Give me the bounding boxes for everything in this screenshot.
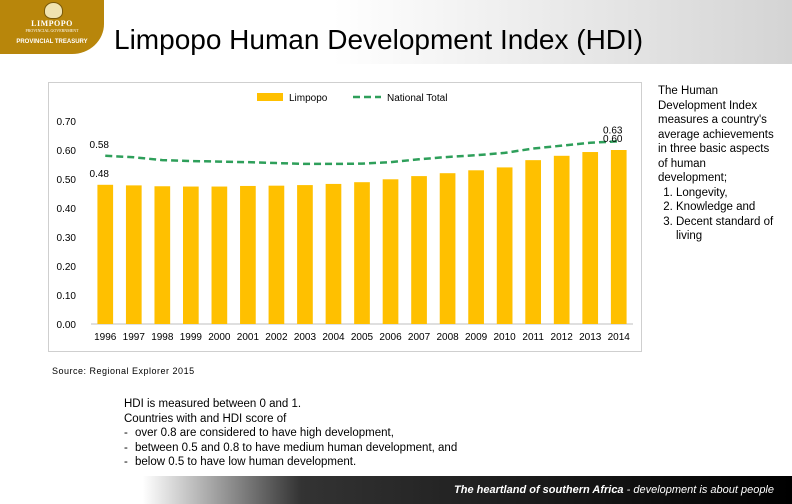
bar — [211, 186, 228, 324]
x-tick-label: 2004 — [322, 332, 345, 343]
bar — [182, 186, 199, 324]
x-tick-label: 2012 — [551, 332, 574, 343]
hdi-notes-line: Countries with and HDI score of — [124, 412, 287, 425]
hdi-score-item: between 0.5 and 0.8 to have medium human… — [124, 441, 457, 456]
data-label: 0.60 — [603, 134, 623, 145]
header-background — [0, 0, 792, 64]
bar — [439, 173, 456, 324]
footer-slogan: The heartland of southern Africa - devel… — [454, 484, 774, 496]
hdi-notes-line: HDI is measured between 0 and 1. — [124, 398, 302, 410]
data-label: 0.48 — [90, 169, 110, 180]
data-label: 0.58 — [90, 140, 110, 151]
bar — [610, 150, 627, 324]
bar — [354, 182, 370, 324]
legend-label-limpopo: Limpopo — [289, 93, 328, 104]
hdi-score-item: over 0.8 are considered to have high dev… — [124, 426, 457, 441]
y-tick-label: 0.30 — [57, 233, 77, 244]
bar — [97, 184, 114, 324]
x-tick-label: 2011 — [522, 332, 544, 343]
hdi-aspect-item: Longevity, — [676, 186, 778, 201]
chart-source: Source: Regional Explorer 2015 — [52, 366, 195, 376]
y-tick-label: 0.00 — [57, 320, 77, 331]
bar — [468, 170, 484, 324]
logo-department: PROVINCIAL TREASURY — [16, 39, 88, 45]
bar — [382, 179, 399, 324]
hdi-aspects-list: Longevity, Knowledge and Decent standard… — [658, 186, 778, 244]
x-tick-label: 1996 — [94, 332, 117, 343]
bar — [582, 152, 599, 324]
header-bar: LIMPOPO PROVINCIAL GOVERNMENT PROVINCIAL… — [0, 0, 792, 64]
x-tick-label: 2005 — [351, 332, 374, 343]
x-tick-label: 1997 — [123, 332, 146, 343]
logo-name: LIMPOPO — [31, 19, 73, 28]
footer-slogan-bold: The heartland of southern Africa — [454, 484, 624, 496]
data-label: 0.63 — [603, 125, 623, 136]
hdi-aspect-item: Knowledge and — [676, 200, 778, 215]
x-tick-label: 2009 — [465, 332, 488, 343]
x-tick-label: 2008 — [436, 332, 459, 343]
x-tick-label: 2000 — [208, 332, 231, 343]
y-tick-label: 0.40 — [57, 204, 77, 215]
bar — [297, 185, 313, 324]
x-tick-label: 2006 — [379, 332, 402, 343]
x-tick-label: 1998 — [151, 332, 174, 343]
x-tick-label: 2002 — [265, 332, 288, 343]
hdi-score-item: below 0.5 to have low human development. — [124, 455, 457, 470]
y-tick-label: 0.70 — [57, 117, 77, 128]
x-tick-label: 2010 — [494, 332, 517, 343]
logo-panel: LIMPOPO PROVINCIAL GOVERNMENT PROVINCIAL… — [0, 0, 104, 54]
legend-label-national-total: National Total — [387, 93, 447, 104]
bar — [553, 155, 570, 324]
bar — [411, 176, 427, 324]
bar — [325, 183, 342, 324]
bar — [125, 185, 142, 324]
coat-of-arms-icon — [44, 2, 63, 19]
x-tick-label: 2003 — [294, 332, 317, 343]
hdi-score-list: over 0.8 are considered to have high dev… — [124, 426, 457, 470]
hdi-chart-svg: 0.00 0.10 0.20 0.30 0.40 0.50 0.60 0.70 1996 1997… — [57, 93, 633, 343]
bar — [496, 167, 513, 324]
y-tick-label: 0.10 — [57, 291, 77, 302]
bar — [154, 186, 171, 324]
footer-bar — [0, 476, 792, 504]
hdi-notes: HDI is measured between 0 and 1. Countri… — [124, 397, 457, 470]
hdi-description: The Human Development Index measures a c… — [658, 84, 778, 244]
y-tick-label: 0.20 — [57, 262, 77, 273]
series-line-national-total — [105, 140, 619, 166]
page-title: Limpopo Human Development Index (HDI) — [114, 24, 644, 55]
footer-slogan-rest: - development is about people — [623, 484, 774, 496]
y-tick-label: 0.60 — [57, 146, 77, 157]
x-tick-label: 2001 — [237, 332, 260, 343]
y-tick-label: 0.50 — [57, 175, 77, 186]
bar — [240, 185, 256, 324]
x-tick-label: 2013 — [579, 332, 602, 343]
logo-subtitle: PROVINCIAL GOVERNMENT — [25, 28, 79, 33]
bar — [525, 160, 542, 324]
hdi-description-intro: The Human Development Index measures a c… — [658, 85, 774, 184]
x-tick-label: 1999 — [180, 332, 203, 343]
hdi-aspect-item: Decent standard of living — [676, 215, 778, 244]
legend-swatch-limpopo — [257, 93, 283, 101]
x-tick-label: 2014 — [608, 332, 631, 343]
x-tick-label: 2007 — [408, 332, 431, 343]
bar — [268, 185, 285, 324]
hdi-chart: 0.00 0.10 0.20 0.30 0.40 0.50 0.60 0.70 1996 1997… — [48, 82, 642, 352]
